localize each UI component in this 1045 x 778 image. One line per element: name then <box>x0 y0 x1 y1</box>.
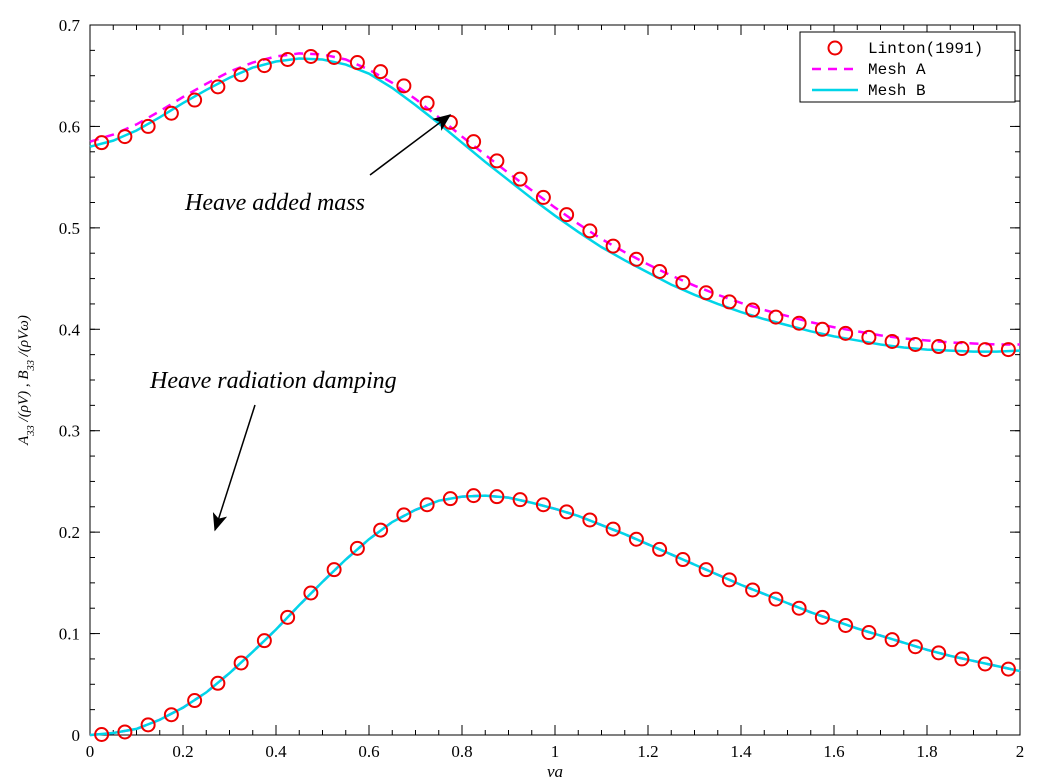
x-tick-label: 1.6 <box>823 742 844 761</box>
x-tick-label: 1.8 <box>916 742 937 761</box>
chart-svg: 0 0.2 0.4 0.6 0.8 1 1.2 1.4 1.6 1.8 2 va 0 0.1 0.2 0.3 0… <box>0 0 1045 778</box>
linton-marker <box>979 343 992 356</box>
mesh-a-line-lower <box>90 496 1020 735</box>
linton-marker <box>676 276 689 289</box>
x-tick-label: 0.2 <box>172 742 193 761</box>
x-tick-label: 1.4 <box>730 742 752 761</box>
linton-marker <box>467 135 480 148</box>
linton-marker <box>304 50 317 63</box>
chart-container: 0 0.2 0.4 0.6 0.8 1 1.2 1.4 1.6 1.8 2 va 0 0.1 0.2 0.3 0… <box>0 0 1045 778</box>
annotation-text-0: Heave added mass <box>184 190 365 216</box>
y-tick-label: 0.4 <box>59 320 81 339</box>
y-tick-label: 0.5 <box>59 219 80 238</box>
mesh-b-line-lower <box>90 496 1020 735</box>
y-tick-label: 0.3 <box>59 422 80 441</box>
y-axis-label: A33 /(ρV) , B33 /(ρVω) <box>16 315 37 446</box>
y-tick-label: 0.6 <box>59 117 80 136</box>
x-tick-label: 0.6 <box>358 742 379 761</box>
legend-label: Linton(1991) <box>868 40 983 58</box>
linton-marker <box>583 224 596 237</box>
y-tick-label: 0.2 <box>59 523 80 542</box>
annotation-arrow <box>370 115 450 175</box>
x-tick-label: 0.4 <box>265 742 287 761</box>
x-tick-label: 1 <box>551 742 560 761</box>
y-tick-label: 0 <box>72 726 81 745</box>
linton-marker <box>607 240 620 253</box>
x-tick-label: 1.2 <box>637 742 658 761</box>
x-axis-label: va <box>547 762 563 778</box>
x-tick-label: 2 <box>1016 742 1025 761</box>
y-tick-label: 0.1 <box>59 625 80 644</box>
legend-label: Mesh A <box>868 61 926 79</box>
linton-marker <box>351 56 364 69</box>
linton-marker <box>374 65 387 78</box>
legend-label: Mesh B <box>868 82 926 100</box>
x-tick-label: 0.8 <box>451 742 472 761</box>
linton-marker <box>723 295 736 308</box>
annotation-text-1: Heave radiation damping <box>149 368 397 394</box>
x-tick-label: 0 <box>86 742 95 761</box>
annotation-arrow <box>215 405 255 530</box>
y-tick-label: 0.7 <box>59 16 81 35</box>
